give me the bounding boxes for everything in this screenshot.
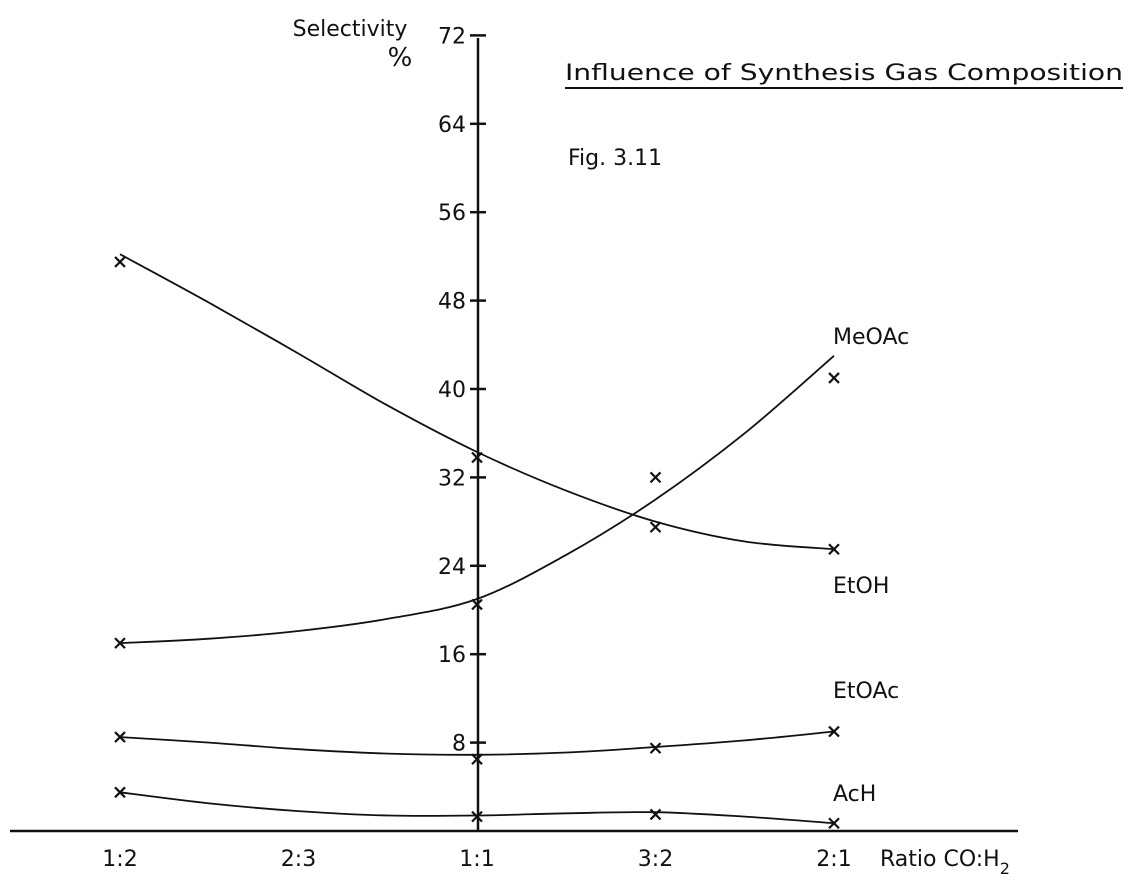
meoac-curve	[119, 355, 835, 644]
series-label-ach: AcH	[833, 782, 876, 807]
x-axis-label: Ratio CO:H2	[880, 847, 1010, 878]
data-point-meoac	[649, 471, 662, 484]
data-point-meoac	[828, 372, 840, 384]
x-tick-label: 1:1	[459, 847, 494, 872]
data-point-meoac	[471, 598, 483, 611]
data-point-ach	[114, 786, 126, 799]
x-axis-label-subscript: 2	[1000, 859, 1010, 878]
figure-label: Fig. 3.11	[568, 146, 662, 171]
y-tick-label: 40	[438, 378, 466, 403]
data-markers	[114, 256, 840, 830]
chart-title: Influence of Synthesis Gas Composition	[565, 61, 1123, 86]
data-point-meoac	[114, 637, 126, 649]
data-point-etoh	[828, 543, 840, 556]
y-axis-unit: %	[388, 43, 413, 73]
y-ticks: 8 16 24 32 40 48 56 64 72	[438, 24, 486, 757]
y-tick-label: 32	[438, 466, 466, 491]
x-tick-label: 3:2	[638, 847, 673, 872]
series-labels: EtOH MeOAc EtOAc AcH	[833, 325, 909, 807]
data-point-etoh	[114, 256, 126, 268]
series-label-meoac: MeOAc	[833, 325, 909, 350]
etoac-curve	[119, 730, 835, 756]
y-tick-label: 64	[438, 113, 466, 138]
y-axis-label: Selectivity	[293, 17, 408, 42]
x-tick-label: 2:3	[281, 847, 316, 872]
y-tick-label: 56	[438, 201, 466, 226]
x-axis-label-prefix: Ratio CO:H	[880, 847, 1000, 872]
data-point-etoac	[114, 731, 126, 743]
y-tick-label: 72	[438, 24, 466, 49]
data-point-etoac	[471, 753, 483, 765]
y-tick-label: 48	[438, 290, 466, 315]
y-tick-label: 16	[438, 643, 466, 668]
y-tick-label: 8	[452, 732, 466, 757]
etoh-curve	[119, 253, 835, 551]
y-tick-label: 24	[438, 555, 466, 580]
data-point-etoh	[471, 451, 483, 464]
x-tick-label: 2:1	[816, 847, 851, 872]
series-label-etoac: EtOAc	[833, 679, 899, 704]
series-label-etoh: EtOH	[833, 574, 889, 599]
data-point-ach	[828, 817, 840, 830]
data-point-etoh	[649, 521, 662, 533]
data-point-ach	[471, 810, 483, 823]
data-point-ach	[649, 808, 662, 821]
x-tick-label: 1:2	[102, 847, 137, 872]
x-ticks: 1:2 2:3 1:1 3:2 2:1	[102, 847, 851, 872]
data-point-etoac	[649, 742, 662, 754]
data-point-etoac	[828, 725, 840, 738]
